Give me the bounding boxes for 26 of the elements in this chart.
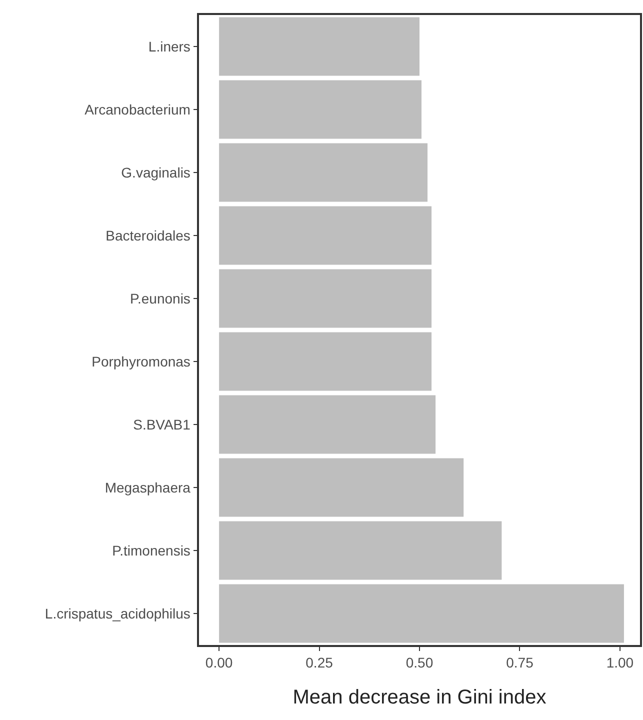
y-tick-label: Porphyromonas (92, 353, 190, 370)
x-tick-label: 0.00 (205, 654, 233, 671)
bar (219, 269, 432, 328)
bar (219, 332, 432, 391)
y-tick-label: Bacteroidales (106, 227, 190, 244)
x-axis-title: Mean decrease in Gini index (292, 686, 546, 709)
x-tick-label: 0.25 (306, 654, 334, 671)
y-tick-label: Megasphaera (104, 479, 191, 496)
y-tick-label: G.vaginalis (121, 164, 190, 180)
y-tick-label: Arcanobacterium (84, 101, 190, 118)
x-tick-label: 1.00 (606, 654, 634, 671)
y-tick-label: P.eunonis (130, 290, 190, 306)
x-tick-label: 0.75 (506, 654, 534, 671)
y-tick-label: L.iners (148, 38, 190, 54)
bar (219, 458, 464, 517)
bar (219, 143, 428, 202)
bar (219, 17, 420, 76)
y-tick-label: L.crispatus_acidophilus (44, 605, 190, 622)
bar (219, 80, 422, 139)
y-tick-label: P.timonensis (112, 542, 190, 558)
y-tick-label: S.BVAB1 (133, 416, 191, 432)
bar (219, 521, 502, 580)
x-tick-label: 0.50 (406, 654, 434, 671)
bar (219, 395, 436, 454)
bar (219, 584, 624, 643)
bar (219, 206, 432, 265)
